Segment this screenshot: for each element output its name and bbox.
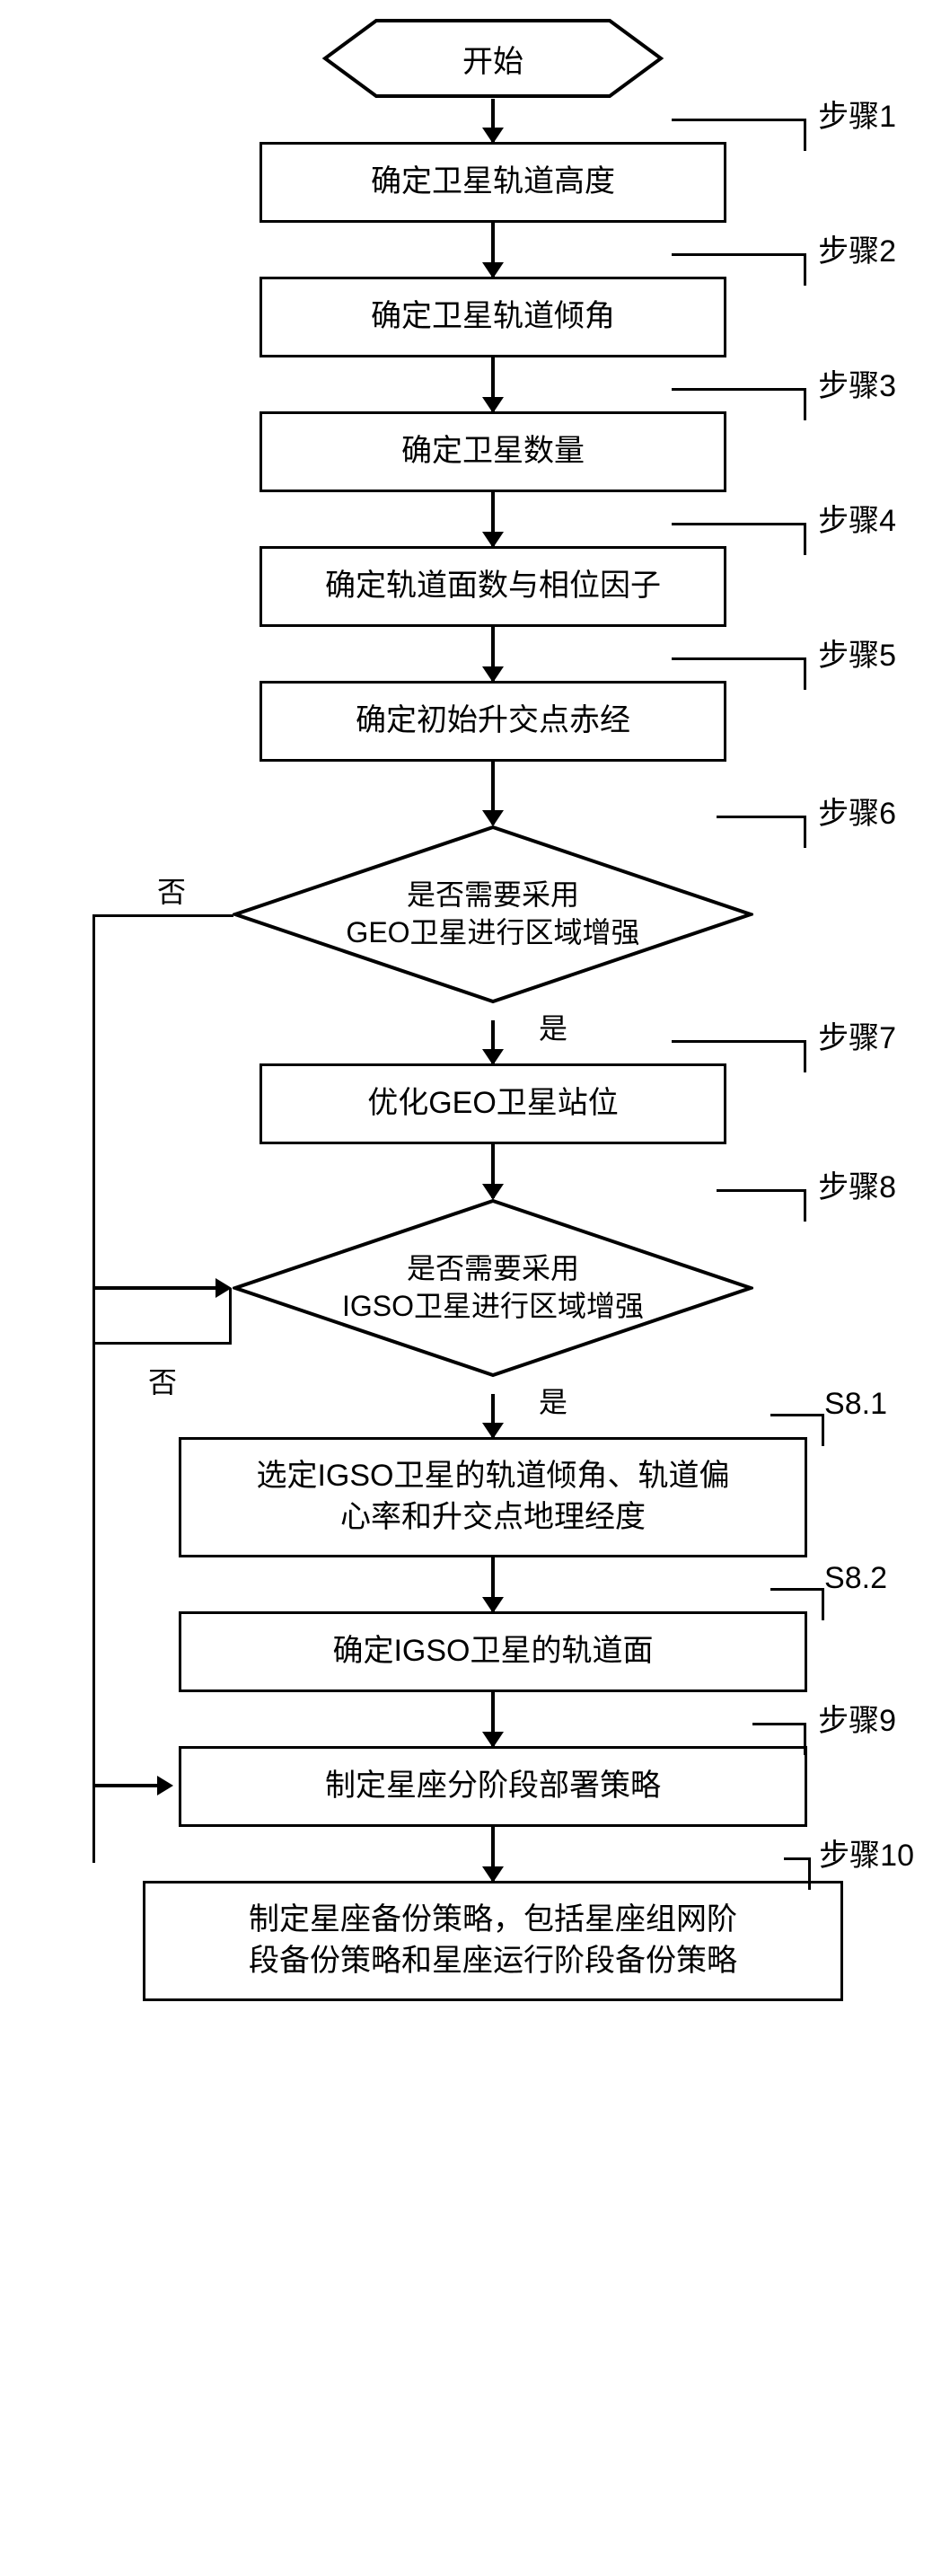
leader-line: [717, 1189, 806, 1222]
step1-label: 步骤1: [818, 92, 896, 136]
arrow: [491, 357, 495, 411]
arrow: [491, 762, 495, 825]
arrow: [491, 1394, 495, 1437]
d6-no: 否: [157, 869, 186, 911]
leader-line: [717, 816, 806, 848]
s8-2-text: 确定IGSO卫星的轨道面: [332, 1631, 653, 1672]
step3-box: 确定卫星数量: [259, 411, 726, 492]
leader-line: [770, 1414, 824, 1446]
step2-box: 确定卫星轨道倾角: [259, 277, 726, 357]
no-line-d6-h2: [92, 1286, 218, 1290]
s8-2-label: S8.2: [824, 1561, 887, 1596]
s8-1-line1: 选定IGSO卫星的轨道倾角、轨道偏: [256, 1456, 729, 1497]
step2-label: 步骤2: [818, 226, 896, 270]
leader-line: [752, 1723, 806, 1755]
leader-line: [784, 1857, 811, 1890]
step5-box: 确定初始升交点赤经: [259, 681, 726, 762]
no-line-d6-h: [92, 914, 233, 917]
leader-line: [672, 119, 806, 151]
step3-label: 步骤3: [818, 361, 896, 405]
no-line-d8-v4: [92, 1683, 95, 1786]
s10-line1: 制定星座备份策略，包括星座组网阶: [249, 1900, 737, 1941]
arrow: [491, 223, 495, 277]
step4-box: 确定轨道面数与相位因子: [259, 546, 726, 627]
step4-text: 确定轨道面数与相位因子: [325, 566, 661, 607]
step7-box: 优化GEO卫星站位: [259, 1063, 726, 1144]
d8-label: 步骤8: [818, 1162, 896, 1206]
leader-line: [770, 1588, 824, 1620]
d8-line1: 是否需要采用: [342, 1250, 644, 1288]
d6-line1: 是否需要采用: [346, 877, 639, 914]
d8-line2: IGSO卫星进行区域增强: [342, 1288, 644, 1326]
no-line-d8-h1: [92, 1342, 232, 1345]
step1-box: 确定卫星轨道高度: [259, 142, 726, 223]
s8-1-line2: 心率和升交点地理经度: [256, 1497, 729, 1539]
step3-text: 确定卫星数量: [401, 431, 585, 472]
arrow: [491, 1144, 495, 1198]
leader-line: [672, 1040, 806, 1072]
start-label: 开始: [462, 37, 523, 81]
d8-yes: 是: [539, 1380, 567, 1421]
leader-line: [672, 657, 806, 690]
step7-label: 步骤7: [818, 1013, 896, 1057]
s8-1-label: S8.1: [824, 1387, 887, 1422]
d6-yes: 是: [539, 1006, 567, 1047]
leader-line: [672, 253, 806, 286]
no-line-d8-v2: [92, 1365, 95, 1572]
step10-label: 步骤10: [819, 1831, 914, 1875]
step4-label: 步骤4: [818, 496, 896, 540]
step2-text: 确定卫星轨道倾角: [371, 296, 615, 338]
leader-line: [672, 388, 806, 420]
decision6: 是否需要采用 GEO卫星进行区域增强: [233, 825, 753, 1004]
no-line-d8-stub: [229, 1288, 232, 1345]
s10-line2: 段备份策略和星座运行阶段备份策略: [249, 1941, 737, 1982]
step5-label: 步骤5: [818, 631, 896, 675]
step5-text: 确定初始升交点赤经: [356, 701, 630, 742]
arrow: [491, 492, 495, 546]
arrowhead-right-2: [157, 1776, 173, 1795]
arrow: [491, 1557, 495, 1611]
arrow: [491, 1827, 495, 1881]
start-terminator: 开始: [322, 18, 664, 99]
step9-box: 制定星座分阶段部署策略: [179, 1746, 807, 1827]
arrow: [491, 1020, 495, 1063]
step8-1-box: 选定IGSO卫星的轨道倾角、轨道偏 心率和升交点地理经度: [179, 1437, 807, 1557]
step10-box: 制定星座备份策略，包括星座组网阶 段备份策略和星座运行阶段备份策略: [143, 1881, 843, 2001]
step7-text: 优化GEO卫星站位: [367, 1083, 619, 1125]
arrow: [491, 99, 495, 142]
no-line-d8-h2: [92, 1784, 160, 1787]
d6-label: 步骤6: [818, 789, 896, 833]
step8-2-box: 确定IGSO卫星的轨道面: [179, 1611, 807, 1692]
decision8: 是否需要采用 IGSO卫星进行区域增强: [233, 1198, 753, 1378]
leader-line: [672, 523, 806, 555]
arrow: [491, 627, 495, 681]
arrow: [491, 1692, 495, 1746]
step9-text: 制定星座分阶段部署策略: [325, 1766, 661, 1807]
step9-label: 步骤9: [818, 1696, 896, 1740]
step1-text: 确定卫星轨道高度: [371, 162, 615, 203]
d6-line2: GEO卫星进行区域增强: [346, 914, 639, 952]
